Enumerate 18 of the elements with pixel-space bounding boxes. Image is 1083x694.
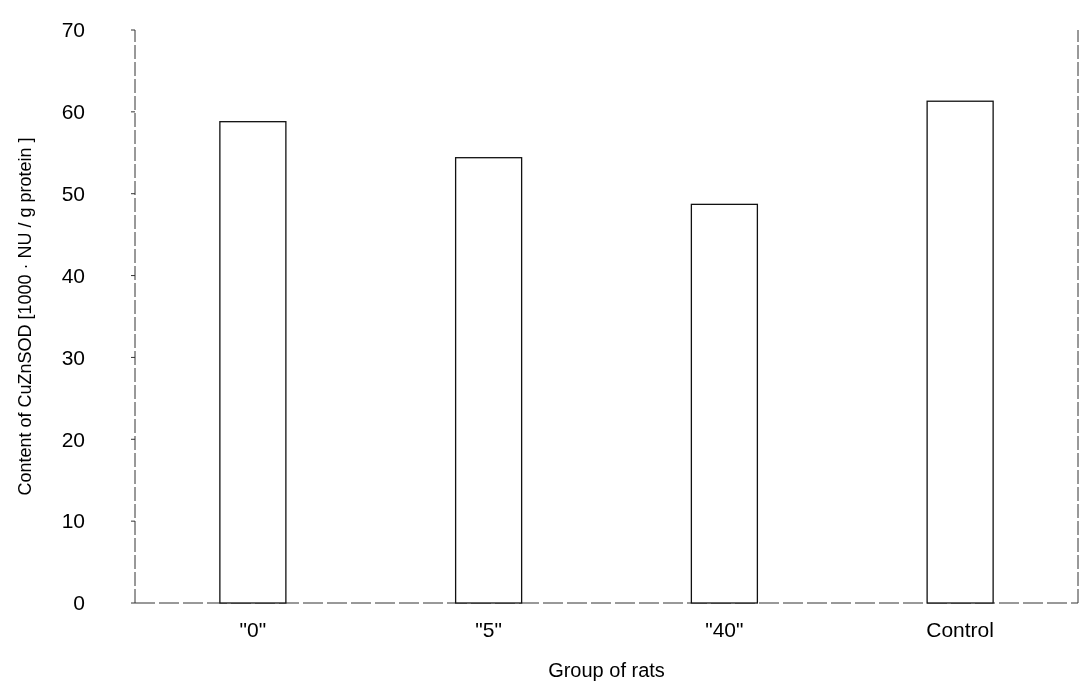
y-tick-label: 70 xyxy=(61,18,85,42)
x-tick-label: "40" xyxy=(705,618,744,641)
x-tick-label: "5" xyxy=(475,618,502,641)
x-tick-label: Control xyxy=(926,618,994,641)
y-tick-label: 0 xyxy=(73,591,85,615)
x-tick-label: "0" xyxy=(239,618,267,641)
bar xyxy=(454,157,523,604)
y-tick-label: 50 xyxy=(61,182,85,206)
y-tick-label: 60 xyxy=(61,100,85,124)
x-axis-title: Group of rats xyxy=(548,659,665,681)
y-tick-label: 40 xyxy=(61,263,85,287)
bar xyxy=(926,100,994,604)
bar xyxy=(219,121,287,604)
y-tick-label: 20 xyxy=(61,427,85,451)
bar xyxy=(690,203,759,604)
y-tick-label: 30 xyxy=(61,345,85,369)
y-tick-label: 10 xyxy=(61,509,85,533)
y-axis-title: Content of CuZnSOD [1000 · NU / g protein ] xyxy=(15,137,35,496)
